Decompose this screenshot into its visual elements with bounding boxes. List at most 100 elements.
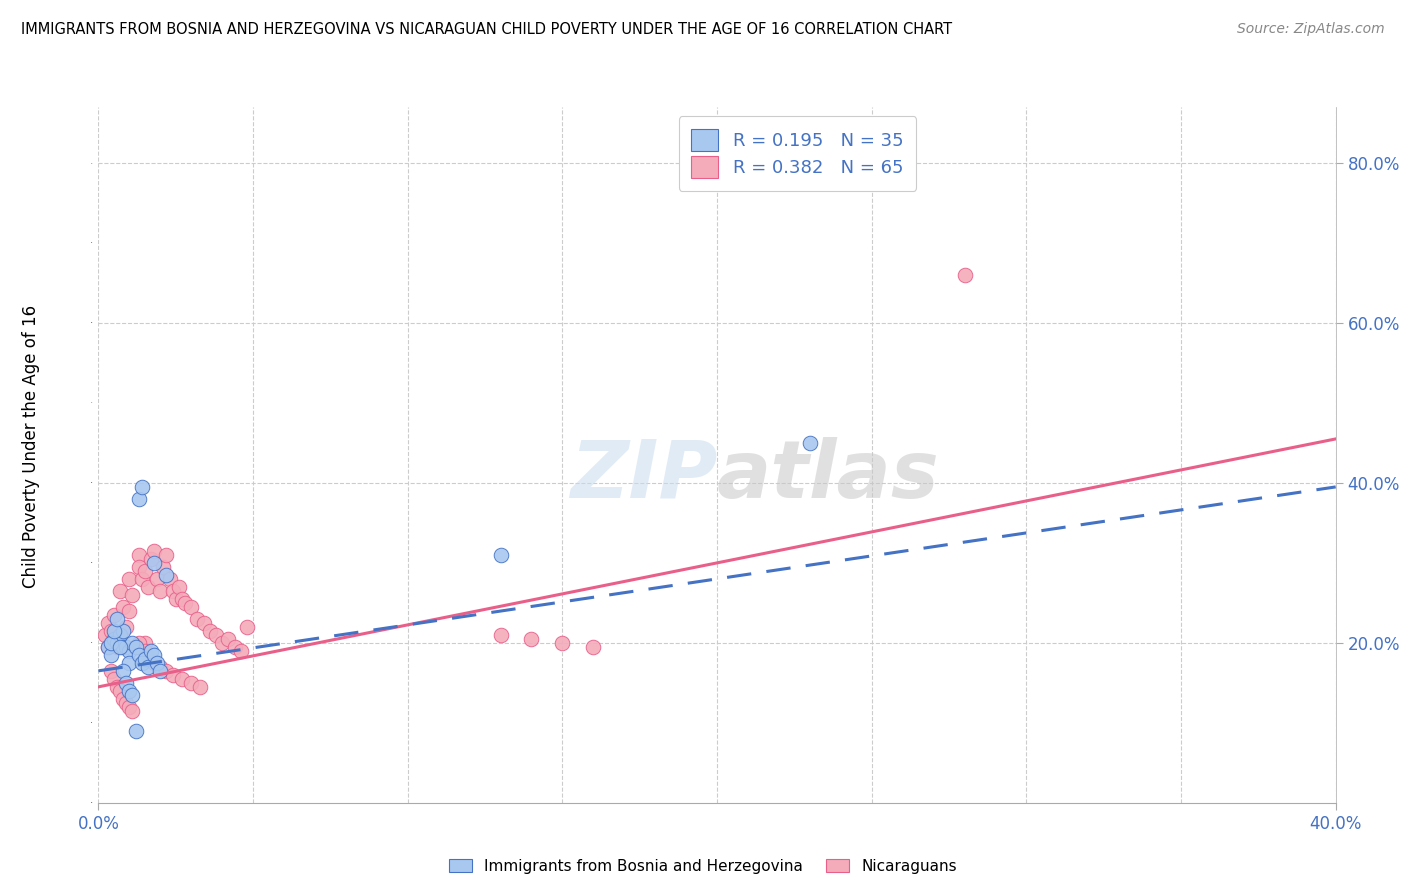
Point	[128, 560, 150, 574]
Point	[105, 612, 128, 626]
Point	[211, 636, 233, 650]
Point	[97, 640, 120, 654]
Point	[155, 548, 177, 562]
Point	[162, 668, 184, 682]
Point	[180, 676, 202, 690]
Point	[146, 572, 169, 586]
Point	[180, 599, 202, 614]
Point	[489, 548, 512, 562]
Point	[799, 436, 821, 450]
Point	[149, 660, 172, 674]
Point	[134, 564, 156, 578]
Point	[139, 644, 162, 658]
Point	[205, 628, 228, 642]
Text: Child Poverty Under the Age of 16: Child Poverty Under the Age of 16	[22, 304, 39, 588]
Point	[520, 632, 543, 646]
Point	[162, 583, 184, 598]
Point	[100, 636, 122, 650]
Point	[112, 624, 135, 638]
Point	[105, 636, 128, 650]
Point	[112, 691, 135, 706]
Point	[100, 624, 122, 638]
Point	[134, 652, 156, 666]
Point	[108, 583, 131, 598]
Point	[124, 723, 146, 738]
Point	[134, 636, 156, 650]
Point	[121, 688, 143, 702]
Point	[170, 591, 193, 606]
Point	[100, 664, 122, 678]
Point	[128, 491, 150, 506]
Point	[124, 640, 146, 654]
Point	[193, 615, 215, 630]
Point	[131, 656, 153, 670]
Point	[128, 548, 150, 562]
Point	[136, 580, 159, 594]
Point	[217, 632, 239, 646]
Point	[128, 648, 150, 662]
Point	[121, 636, 143, 650]
Point	[121, 704, 143, 718]
Point	[115, 640, 138, 654]
Point	[155, 567, 177, 582]
Text: ZIP: ZIP	[569, 437, 717, 515]
Point	[108, 632, 131, 646]
Point	[100, 648, 122, 662]
Point	[131, 480, 153, 494]
Point	[143, 556, 166, 570]
Point	[224, 640, 246, 654]
Point	[146, 656, 169, 670]
Point	[149, 583, 172, 598]
Point	[198, 624, 221, 638]
Point	[112, 664, 135, 678]
Point	[115, 620, 138, 634]
Point	[118, 644, 141, 658]
Point	[108, 628, 131, 642]
Point	[108, 640, 131, 654]
Point	[131, 572, 153, 586]
Point	[93, 628, 115, 642]
Point	[105, 640, 128, 654]
Point	[103, 607, 125, 622]
Point	[103, 632, 125, 646]
Point	[112, 599, 135, 614]
Point	[236, 620, 259, 634]
Point	[174, 596, 197, 610]
Point	[128, 636, 150, 650]
Point	[165, 591, 187, 606]
Point	[97, 640, 120, 654]
Point	[121, 588, 143, 602]
Point	[124, 640, 146, 654]
Point	[489, 628, 512, 642]
Point	[582, 640, 605, 654]
Point	[152, 560, 174, 574]
Point	[143, 544, 166, 558]
Point	[108, 683, 131, 698]
Point	[118, 656, 141, 670]
Point	[551, 636, 574, 650]
Point	[159, 572, 181, 586]
Point	[229, 644, 252, 658]
Point	[136, 660, 159, 674]
Text: IMMIGRANTS FROM BOSNIA AND HERZEGOVINA VS NICARAGUAN CHILD POVERTY UNDER THE AGE: IMMIGRANTS FROM BOSNIA AND HERZEGOVINA V…	[21, 22, 952, 37]
Point	[149, 664, 172, 678]
Point	[139, 552, 162, 566]
Point	[115, 696, 138, 710]
Point	[190, 680, 212, 694]
Point	[118, 572, 141, 586]
Text: Source: ZipAtlas.com: Source: ZipAtlas.com	[1237, 22, 1385, 37]
Legend: Immigrants from Bosnia and Herzegovina, Nicaraguans: Immigrants from Bosnia and Herzegovina, …	[443, 853, 963, 880]
Point	[103, 672, 125, 686]
Legend: R = 0.195   N = 35, R = 0.382   N = 65: R = 0.195 N = 35, R = 0.382 N = 65	[679, 116, 917, 191]
Point	[103, 624, 125, 638]
Point	[155, 664, 177, 678]
Point	[167, 580, 190, 594]
Point	[134, 644, 156, 658]
Point	[186, 612, 208, 626]
Point	[118, 683, 141, 698]
Point	[112, 640, 135, 654]
Point	[143, 656, 166, 670]
Text: atlas: atlas	[717, 437, 939, 515]
Point	[118, 604, 141, 618]
Point	[105, 680, 128, 694]
